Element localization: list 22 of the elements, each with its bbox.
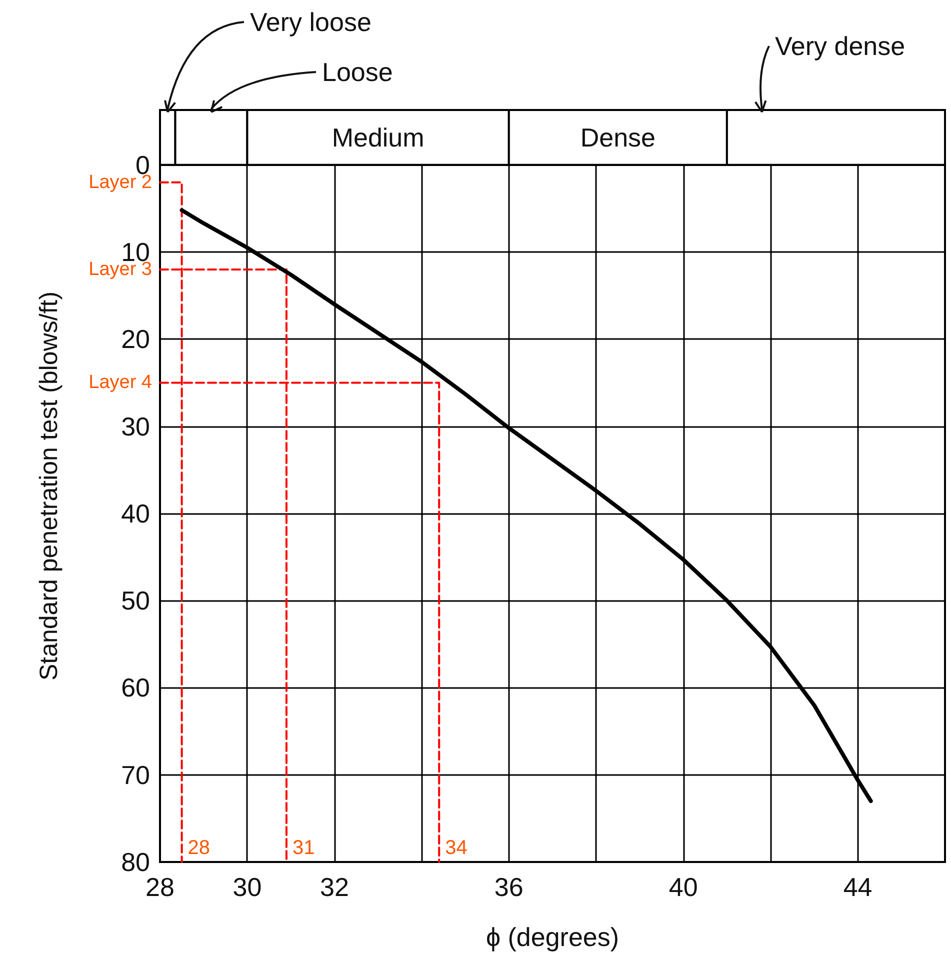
y-tick-label: 30 <box>121 411 150 442</box>
x-tick-label: 36 <box>494 872 524 902</box>
annotation: 34 <box>445 837 468 859</box>
y-tick-label: 50 <box>121 586 150 616</box>
x-tick-label: 32 <box>320 872 349 902</box>
band-label: Dense <box>580 122 656 152</box>
x-tick-label: 30 <box>232 872 262 902</box>
annotation: 31 <box>292 837 315 859</box>
band-label: Medium <box>332 122 424 152</box>
y-tick-label: 70 <box>121 760 150 790</box>
y-tick-label: 60 <box>121 672 150 703</box>
y-tick-label: 40 <box>121 498 150 528</box>
series-label: Layer 4 <box>88 372 152 394</box>
band-label: Loose <box>322 57 393 87</box>
x-tick-label: 44 <box>843 872 872 902</box>
y-axis-title: Standard penetration test (blows/ft) <box>35 291 63 681</box>
x-tick-label: 40 <box>668 872 698 902</box>
x-axis-title: ϕ (degrees) <box>486 922 620 952</box>
band-label: Very dense <box>775 31 906 61</box>
band-label: Very loose <box>250 7 372 37</box>
annotation: 28 <box>188 837 210 859</box>
y-tick-label: 20 <box>121 324 150 354</box>
